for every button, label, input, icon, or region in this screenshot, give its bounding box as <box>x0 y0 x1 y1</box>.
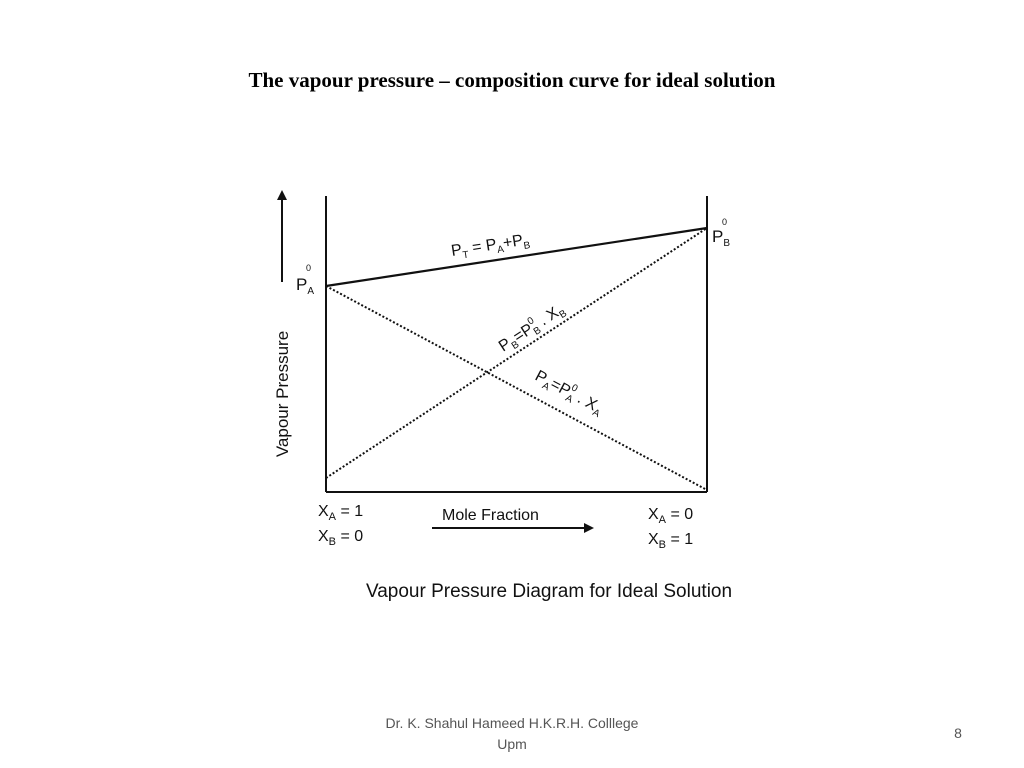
pa-partial-pressure-line <box>325 285 708 491</box>
right-xa-label: XA = 0 <box>648 506 693 526</box>
footer-credit: Dr. K. Shahul Hameed H.K.R.H. Colllege U… <box>362 713 662 755</box>
left-xa-label: XA = 1 <box>318 503 363 523</box>
pa-partial-equation: PA=P0A . XA <box>531 365 608 420</box>
diagram-caption: Vapour Pressure Diagram for Ideal Soluti… <box>366 581 732 602</box>
footer-credit-line1: Dr. K. Shahul Hameed H.K.R.H. Colllege <box>385 715 639 731</box>
slide-title: The vapour pressure – composition curve … <box>248 68 776 92</box>
right-xb-label: XB = 1 <box>648 531 693 551</box>
page-number: 8 <box>954 725 962 741</box>
left-xb-label: XB = 0 <box>318 528 363 548</box>
total-pressure-line <box>325 226 708 288</box>
total-pressure-equation: PT = PA+PB <box>450 231 531 263</box>
pa0-label: PA <box>296 275 314 297</box>
pb0-superscript: 0 <box>722 217 727 227</box>
footer-credit-line2: Upm <box>497 736 527 752</box>
pb-partial-pressure-line <box>325 227 708 479</box>
pb0-label: PB <box>712 227 730 249</box>
y-axis-label: Vapour Pressure <box>273 331 292 457</box>
pb-partial-equation: PB=P0B . XB <box>494 298 569 358</box>
pa0-superscript: 0 <box>306 263 311 273</box>
x-axis-label: Mole Fraction <box>442 507 539 524</box>
